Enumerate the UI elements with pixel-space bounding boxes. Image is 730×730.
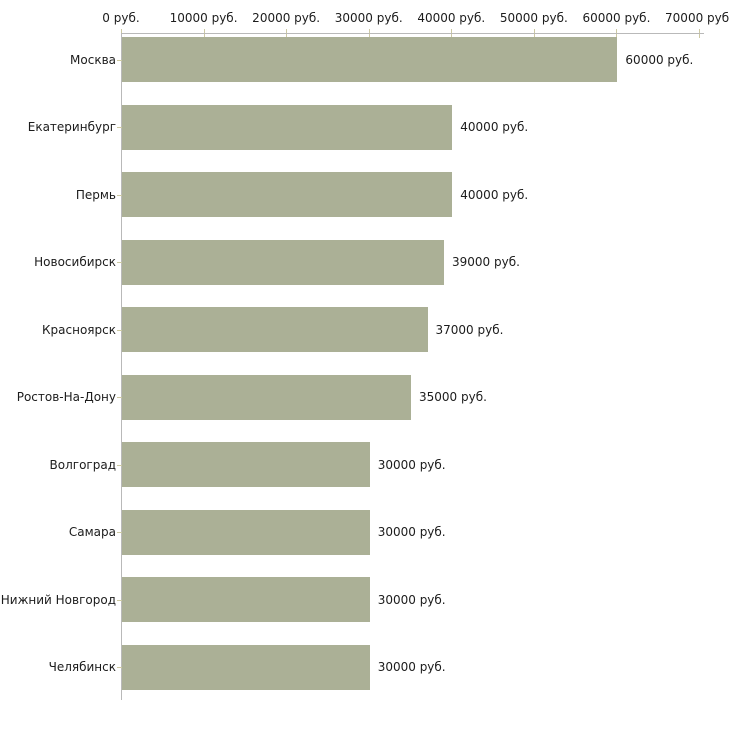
bar-value-label: 35000 руб. <box>419 390 487 404</box>
bar-value-label: 30000 руб. <box>377 457 446 472</box>
x-axis-tick-label: 60000 руб. <box>582 11 651 25</box>
bar-value-label: 39000 руб. <box>452 255 520 269</box>
bar-value-label: 40000 руб. <box>460 187 529 202</box>
category-tick-mark <box>117 599 122 601</box>
category-tick-mark <box>117 397 122 398</box>
bar-value-label: 40000 руб. <box>460 120 529 134</box>
x-axis-tick-label: 30000 руб. <box>334 11 403 25</box>
bar <box>122 442 370 487</box>
bar <box>122 577 370 622</box>
category-label: Нижний Новгород <box>0 592 116 607</box>
category-tick-mark <box>117 464 122 466</box>
category-label: Волгоград <box>49 457 116 472</box>
bar <box>122 374 411 420</box>
category-label: Екатеринбург <box>27 120 116 134</box>
category-label: Ростов-На-Дону <box>16 390 116 404</box>
bar <box>122 104 453 150</box>
bar <box>122 644 370 690</box>
category-tick-mark <box>117 59 122 61</box>
bar-value-label: 37000 руб. <box>435 322 504 337</box>
bar <box>122 307 428 352</box>
category-label: Москва <box>70 52 116 67</box>
x-axis-line <box>121 33 704 34</box>
category-tick-mark <box>117 667 122 668</box>
bar <box>122 37 618 82</box>
x-axis-tick-label: 70000 руб. <box>665 11 730 25</box>
category-label: Пермь <box>75 187 116 202</box>
bar-value-label: 30000 руб. <box>377 525 446 539</box>
bar <box>122 239 445 285</box>
x-axis-tick-label: 10000 руб. <box>169 11 238 25</box>
category-tick-mark <box>117 127 122 128</box>
bar <box>122 509 370 555</box>
category-tick-mark <box>117 194 122 196</box>
category-label: Челябинск <box>48 660 116 674</box>
bar-value-label: 60000 руб. <box>625 52 694 67</box>
x-axis-tick-label: 50000 руб. <box>499 11 568 25</box>
category-label: Новосибирск <box>34 255 116 269</box>
category-tick-mark <box>117 262 122 263</box>
bar-value-label: 30000 руб. <box>377 592 446 607</box>
category-tick-mark <box>117 532 122 533</box>
x-axis-tick-label: 40000 руб. <box>417 11 486 25</box>
bar <box>122 172 453 217</box>
x-axis-tick-label: 20000 руб. <box>252 11 321 25</box>
category-label: Самара <box>68 525 116 539</box>
y-axis-line <box>121 33 122 700</box>
category-tick-mark <box>117 329 122 331</box>
category-label: Красноярск <box>42 322 116 337</box>
x-axis-tick-label: 0 руб. <box>102 11 140 25</box>
bar-value-label: 30000 руб. <box>377 660 446 674</box>
